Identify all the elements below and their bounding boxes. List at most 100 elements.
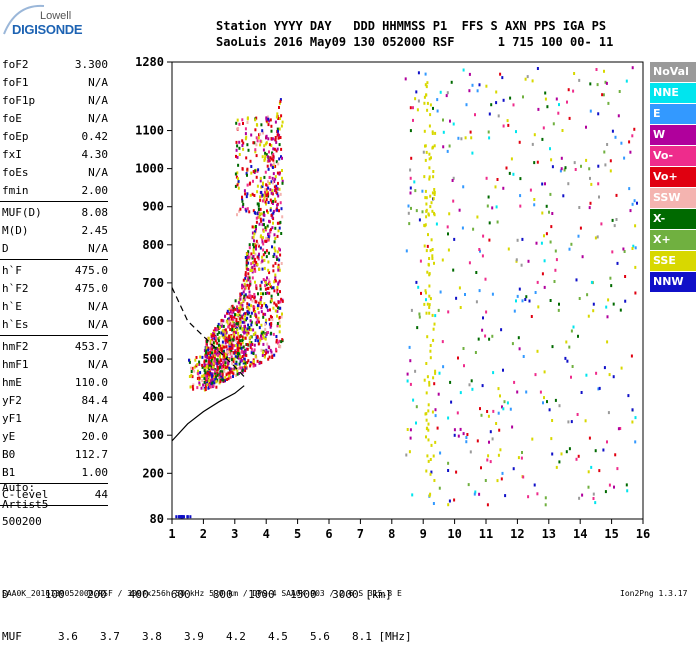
echo-point — [631, 66, 634, 70]
y-tick-label: 500 — [142, 352, 164, 366]
echo-point — [434, 314, 437, 318]
echo-point — [191, 375, 194, 379]
echo-point — [518, 287, 521, 291]
echo-point — [269, 163, 272, 167]
echo-point — [413, 180, 416, 184]
echo-point — [516, 390, 519, 394]
echo-point — [239, 297, 242, 301]
echo-point — [195, 356, 198, 359]
echo-point — [226, 319, 229, 323]
echo-point — [437, 308, 440, 312]
echo-point — [210, 362, 213, 366]
echo-point — [267, 117, 270, 121]
echo-point — [269, 230, 272, 234]
echo-point — [526, 75, 529, 79]
echo-point — [427, 212, 430, 216]
echo-point — [241, 283, 244, 287]
echo-point — [431, 410, 434, 414]
echo-point — [449, 380, 452, 384]
echo-point — [212, 356, 215, 360]
echo-point — [182, 515, 185, 519]
echo-point — [242, 141, 245, 145]
x-tick-label: 12 — [510, 527, 524, 541]
echo-point — [240, 301, 243, 305]
echo-point — [227, 360, 230, 364]
echo-point — [625, 79, 628, 83]
echo-point — [503, 400, 506, 404]
echo-point — [233, 337, 236, 341]
echo-point — [271, 181, 274, 185]
echo-point — [409, 359, 412, 363]
echo-point — [432, 327, 435, 331]
echo-point — [248, 257, 251, 261]
echo-point — [204, 383, 207, 386]
echo-point — [405, 249, 408, 253]
echo-point — [433, 144, 436, 148]
y-tick-label: 300 — [142, 428, 164, 442]
echo-point — [594, 501, 597, 505]
echo-point — [255, 216, 258, 220]
echo-point — [429, 297, 432, 301]
echo-point — [488, 337, 491, 341]
param-name: foF1 — [2, 76, 29, 89]
echo-point — [409, 382, 412, 386]
echo-point — [228, 334, 231, 338]
echo-point — [597, 182, 600, 186]
echo-point — [197, 369, 199, 373]
echo-point — [570, 375, 572, 379]
param-value: 112.7 — [74, 448, 108, 461]
echo-point — [209, 361, 212, 365]
echo-point — [249, 282, 252, 285]
echo-point — [425, 298, 427, 302]
echo-point — [222, 345, 225, 349]
echo-point — [226, 365, 229, 369]
echo-point — [235, 331, 237, 335]
echo-point — [229, 310, 232, 314]
echo-point — [414, 189, 417, 193]
echo-point — [544, 91, 547, 95]
echo-point — [219, 370, 222, 374]
echo-point — [453, 498, 456, 502]
muf-value: 3.7 — [100, 630, 120, 643]
echo-point — [224, 376, 227, 379]
echo-point — [592, 302, 595, 306]
echo-point — [265, 251, 268, 254]
echo-point — [521, 237, 524, 241]
echo-point — [256, 335, 259, 339]
echo-point — [409, 186, 412, 190]
echo-point — [491, 437, 494, 441]
echo-point — [260, 306, 263, 310]
echo-point — [223, 368, 226, 372]
echo-point — [272, 221, 274, 225]
echo-point — [465, 440, 468, 444]
auto-program: Artist5 — [2, 498, 49, 511]
echo-point — [434, 408, 437, 412]
echo-point — [233, 335, 236, 339]
echo-point — [276, 287, 279, 291]
echo-point — [255, 220, 258, 224]
echo-point — [598, 386, 601, 390]
echo-point — [272, 211, 275, 215]
echo-point — [270, 294, 273, 298]
echo-point — [241, 366, 244, 370]
echo-point — [491, 334, 494, 338]
echo-point — [597, 387, 600, 391]
echo-point — [249, 364, 252, 368]
param-value: 4.30 — [81, 148, 109, 161]
echo-point — [502, 368, 504, 372]
echo-point — [198, 376, 201, 380]
echo-point — [269, 207, 272, 210]
echo-point — [487, 454, 490, 458]
echo-point — [425, 196, 428, 200]
echo-point — [602, 448, 605, 452]
echo-point — [427, 438, 430, 442]
echo-point — [607, 298, 610, 302]
echo-point — [485, 310, 488, 314]
echo-point — [236, 305, 238, 309]
echo-point — [433, 322, 436, 326]
echo-point — [474, 113, 476, 117]
echo-point — [260, 280, 263, 284]
echo-point — [240, 307, 243, 311]
echo-point — [577, 454, 580, 458]
x-tick-label: 1 — [168, 527, 175, 541]
